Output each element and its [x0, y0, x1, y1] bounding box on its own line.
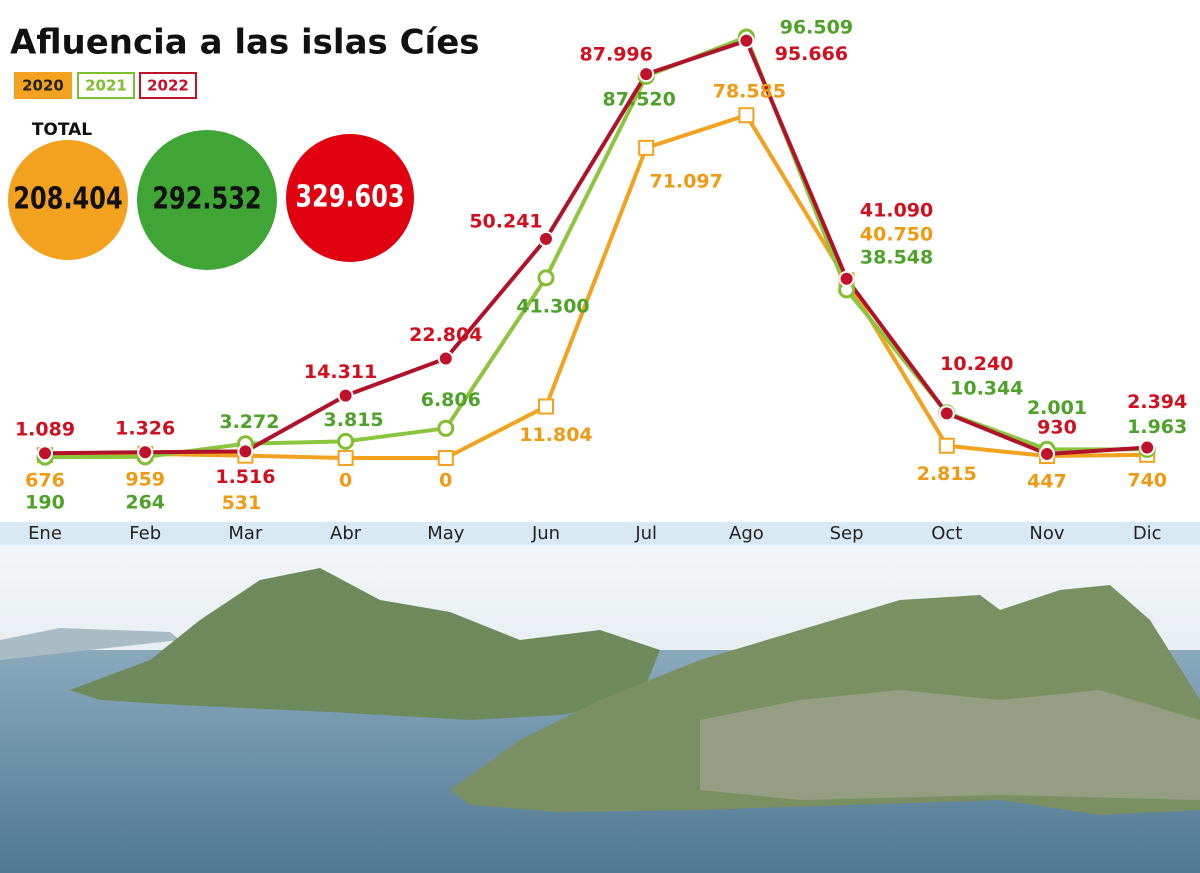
x-axis-band	[0, 522, 1200, 545]
data-label: 11.804	[519, 424, 592, 446]
data-label: 2.394	[1127, 391, 1187, 413]
legend-swatch	[14, 72, 72, 99]
far-hill	[0, 628, 180, 660]
data-label: 87.520	[603, 89, 676, 111]
point	[638, 66, 655, 83]
data-label: 38.548	[860, 246, 933, 268]
point	[838, 270, 855, 287]
point	[538, 398, 554, 415]
x-tick-label: Jun	[531, 523, 560, 544]
data-label: 190	[25, 492, 65, 514]
data-label: 10.240	[940, 353, 1013, 375]
total-label: 329.603	[295, 180, 404, 214]
data-label: 3.272	[219, 411, 279, 433]
data-label: 71.097	[650, 170, 723, 192]
x-tick-label: Oct	[931, 523, 962, 544]
data-label: 1.516	[215, 466, 275, 488]
north-island	[70, 568, 660, 720]
data-label: 2.815	[917, 463, 977, 485]
x-tick-label: Abr	[330, 523, 362, 544]
data-label: 78.585	[713, 81, 786, 103]
point	[638, 139, 655, 156]
point	[738, 107, 755, 124]
x-tick-label: Dic	[1133, 523, 1162, 544]
data-label: 3.815	[324, 409, 384, 431]
data-label: 10.344	[950, 377, 1023, 399]
totals-label: TOTAL	[32, 120, 92, 140]
x-tick-label: Jul	[634, 523, 657, 544]
point	[538, 230, 554, 247]
x-tick-label: Ago	[729, 523, 764, 544]
data-label: 0	[439, 470, 452, 492]
series-line	[44, 38, 1148, 456]
point	[738, 32, 755, 49]
data-label: 740	[1127, 469, 1167, 491]
total-label: 292.532	[152, 182, 261, 216]
point	[938, 437, 955, 454]
point	[337, 432, 355, 450]
total-circle	[8, 140, 128, 260]
point	[938, 405, 955, 422]
point	[337, 450, 354, 466]
x-tick-label: Ene	[28, 523, 62, 544]
point	[137, 444, 154, 461]
data-label: 2.001	[1027, 397, 1087, 419]
data-label: 1.326	[115, 418, 175, 440]
total-circle	[286, 134, 414, 262]
series-line	[44, 113, 1148, 460]
x-tick-label: Nov	[1029, 523, 1064, 544]
data-label: 531	[222, 492, 262, 514]
total-label: 208.404	[13, 182, 122, 216]
data-label: 447	[1027, 471, 1067, 493]
legend-label: 2022	[147, 77, 189, 95]
point	[337, 387, 354, 404]
point	[237, 443, 254, 460]
data-label: 50.241	[469, 210, 542, 232]
data-label: 264	[125, 491, 165, 513]
total-circle	[137, 130, 277, 270]
x-tick-label: May	[427, 523, 465, 544]
data-label: 40.750	[860, 224, 933, 246]
data-label: 1.089	[15, 419, 75, 441]
chart-title: Afluencia a las islas Cíes	[10, 23, 480, 63]
point	[437, 350, 454, 367]
point	[37, 445, 53, 462]
point	[1139, 439, 1156, 456]
data-label: 0	[339, 470, 352, 492]
rocks	[700, 690, 1200, 800]
point	[437, 450, 454, 466]
point	[1039, 445, 1055, 462]
data-label: 96.509	[780, 17, 853, 39]
data-label: 14.311	[304, 361, 377, 383]
point	[437, 419, 455, 437]
data-label: 1.963	[1127, 416, 1187, 438]
data-label: 676	[25, 470, 65, 492]
x-tick-label: Sep	[830, 523, 864, 544]
data-label: 41.300	[516, 295, 589, 317]
x-tick-label: Mar	[228, 523, 263, 544]
legend-label: 2021	[85, 77, 127, 95]
legend-swatch	[77, 72, 135, 99]
data-label: 959	[125, 468, 165, 490]
legend-label: 2020	[22, 77, 64, 95]
x-tick-label: Feb	[129, 523, 161, 544]
data-label: 87.996	[580, 44, 653, 66]
data-label: 95.666	[775, 43, 848, 65]
data-label: 6.806	[421, 389, 481, 411]
data-label: 22.804	[409, 324, 482, 346]
photo	[0, 545, 1200, 873]
legend-swatch	[139, 72, 197, 99]
data-label: 41.090	[860, 199, 933, 221]
point	[537, 269, 555, 287]
data-label: 930	[1037, 416, 1077, 438]
